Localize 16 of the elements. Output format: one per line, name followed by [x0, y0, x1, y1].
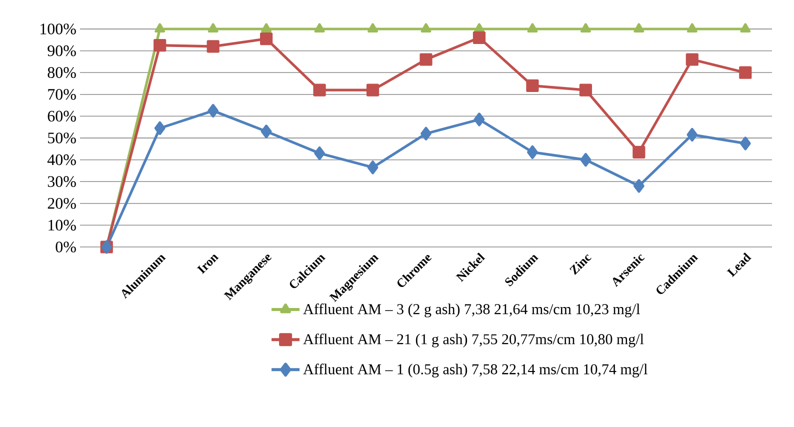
legend-label: Affluent AM – 3 (2 g ash) 7,38 21,64 ms/cm 10,23 mg/l [303, 304, 640, 318]
y-tick-label: 80% [48, 67, 76, 78]
x-tick-label: Iron [196, 254, 219, 274]
y-tick-label: 70% [48, 88, 76, 100]
y-tick-label: 100% [40, 24, 76, 34]
y-tick-label: 0% [56, 242, 76, 252]
y-tick-label: 40% [47, 154, 76, 166]
y-tick-label: 30% [48, 176, 76, 188]
y-tick-label: 10% [48, 220, 76, 231]
y-tick-label: 60% [48, 110, 76, 122]
x-tick-label: Zinc [570, 254, 592, 275]
legend-label: Affluent AM – 1 (0.5g ash) 7,58 22,14 ms/cm 10,74 mg/l [303, 364, 648, 378]
y-tick-label: 20% [48, 198, 76, 209]
y-tick-label: 90% [48, 45, 76, 56]
legend-label: Affluent AM – 21 (1 g ash) 7,55 20,77ms/cm 10,80 mg/l [303, 334, 644, 348]
y-tick-label: 50% [48, 132, 76, 144]
